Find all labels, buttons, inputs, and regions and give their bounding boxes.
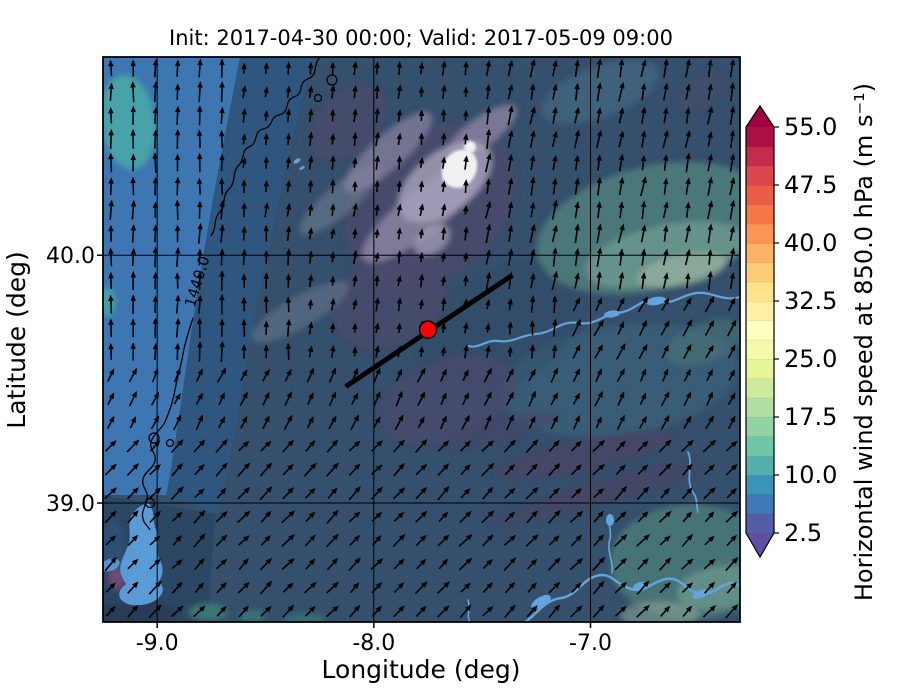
- plot-title: Init: 2017-04-30 00:00; Valid: 2017-05-0…: [169, 26, 673, 50]
- colorbar-segment: [745, 494, 775, 515]
- colorbar-segment: [745, 223, 775, 244]
- colorbar-label: Horizontal wind speed at 850.0 hPa (m s⁻…: [850, 83, 878, 601]
- reservoir: [293, 158, 301, 164]
- field-region: [540, 59, 660, 125]
- field-region: [494, 430, 676, 480]
- reservoir: [299, 166, 305, 170]
- colorbar-segment: [745, 378, 775, 399]
- field-coastal-band: [166, 57, 314, 514]
- estuary: [119, 578, 163, 606]
- colorbar-segment: [745, 262, 775, 283]
- y-axis-label: Latitude (deg): [2, 251, 31, 428]
- colorbar: 2.5 10.0 17.5 25.0 32.5 40.0 47.5 55.0: [745, 104, 837, 559]
- axes-frame: -9.0 -8.0 -7.0 40.0 39.0: [46, 56, 741, 656]
- colorbar-tick-label: 17.5: [784, 403, 837, 431]
- river: [467, 291, 740, 348]
- contour-line: [210, 57, 321, 237]
- colorbar-tick-label: 25.0: [784, 345, 837, 373]
- colorbar-segment: [745, 397, 775, 418]
- contour-line: [326, 74, 338, 86]
- river: [467, 599, 471, 622]
- field-region: [441, 410, 559, 450]
- reservoir: [606, 514, 614, 526]
- wind-speed-field: [103, 57, 740, 622]
- x-axis-tick-label: -7.0: [569, 631, 612, 656]
- x-axis-tick-label: -8.0: [352, 631, 395, 656]
- y-axis-tick-label: 40.0: [46, 244, 95, 269]
- colorbar-tick-label: 40.0: [784, 229, 837, 257]
- colorbar-over-arrow: [746, 106, 774, 127]
- colorbar-segment: [745, 436, 775, 457]
- contour-line: [313, 93, 323, 103]
- rivers-and-estuaries: [103, 158, 740, 622]
- colorbar-segment: [745, 126, 775, 147]
- wind-arrow-shafts: [104, 64, 735, 619]
- field-high-terrain: [441, 149, 478, 188]
- x-axis-tick-label: -9.0: [136, 631, 179, 656]
- colorbar-segment: [745, 358, 775, 379]
- cross-section-overlay: [344, 272, 514, 389]
- field-region: [282, 612, 328, 622]
- colorbar-under-arrow: [746, 533, 774, 557]
- reservoir: [646, 296, 666, 306]
- colorbar-segment: [745, 184, 775, 205]
- plot-border: [102, 56, 741, 623]
- field-high-terrain: [464, 141, 476, 153]
- colorbar-segment: [745, 339, 775, 360]
- reservoir: [531, 595, 551, 609]
- colorbar-segment: [745, 204, 775, 225]
- colorbar-segment: [745, 242, 775, 263]
- y-axis-tick-label: 39.0: [46, 492, 95, 517]
- colorbar-segment: [745, 165, 775, 186]
- x-axis-label: Longitude (deg): [322, 655, 521, 684]
- field-region: [619, 600, 701, 622]
- colorbar-tick-label: 55.0: [784, 113, 837, 141]
- colorbar-segment: [745, 146, 775, 167]
- river: [687, 451, 699, 513]
- field-region: [250, 280, 350, 344]
- colorbar-segment: [745, 455, 775, 476]
- colorbar-tick-label: 47.5: [784, 171, 837, 199]
- wind-arrows: [104, 58, 739, 619]
- field-region: [187, 602, 229, 622]
- field-region: [103, 518, 126, 572]
- field-region: [636, 251, 728, 289]
- contour-line: [148, 432, 160, 444]
- location-marker: [418, 320, 438, 339]
- colorbar-segment: [745, 281, 775, 302]
- colorbar-tick-label: 32.5: [784, 287, 837, 315]
- colorbar-segment: [745, 300, 775, 321]
- colorbar-segment: [745, 474, 775, 495]
- colorbar-tick-label: 10.0: [784, 461, 837, 489]
- reservoir: [604, 310, 620, 318]
- field-region: [103, 285, 117, 319]
- field-region: [675, 71, 729, 113]
- colorbar-tick-label: 2.5: [784, 519, 822, 547]
- colorbar-segment: [745, 320, 775, 341]
- contour-line: [165, 438, 175, 448]
- colorbar-segment: [745, 416, 775, 437]
- colorbar-segment: [745, 513, 775, 534]
- field-region: [308, 82, 388, 162]
